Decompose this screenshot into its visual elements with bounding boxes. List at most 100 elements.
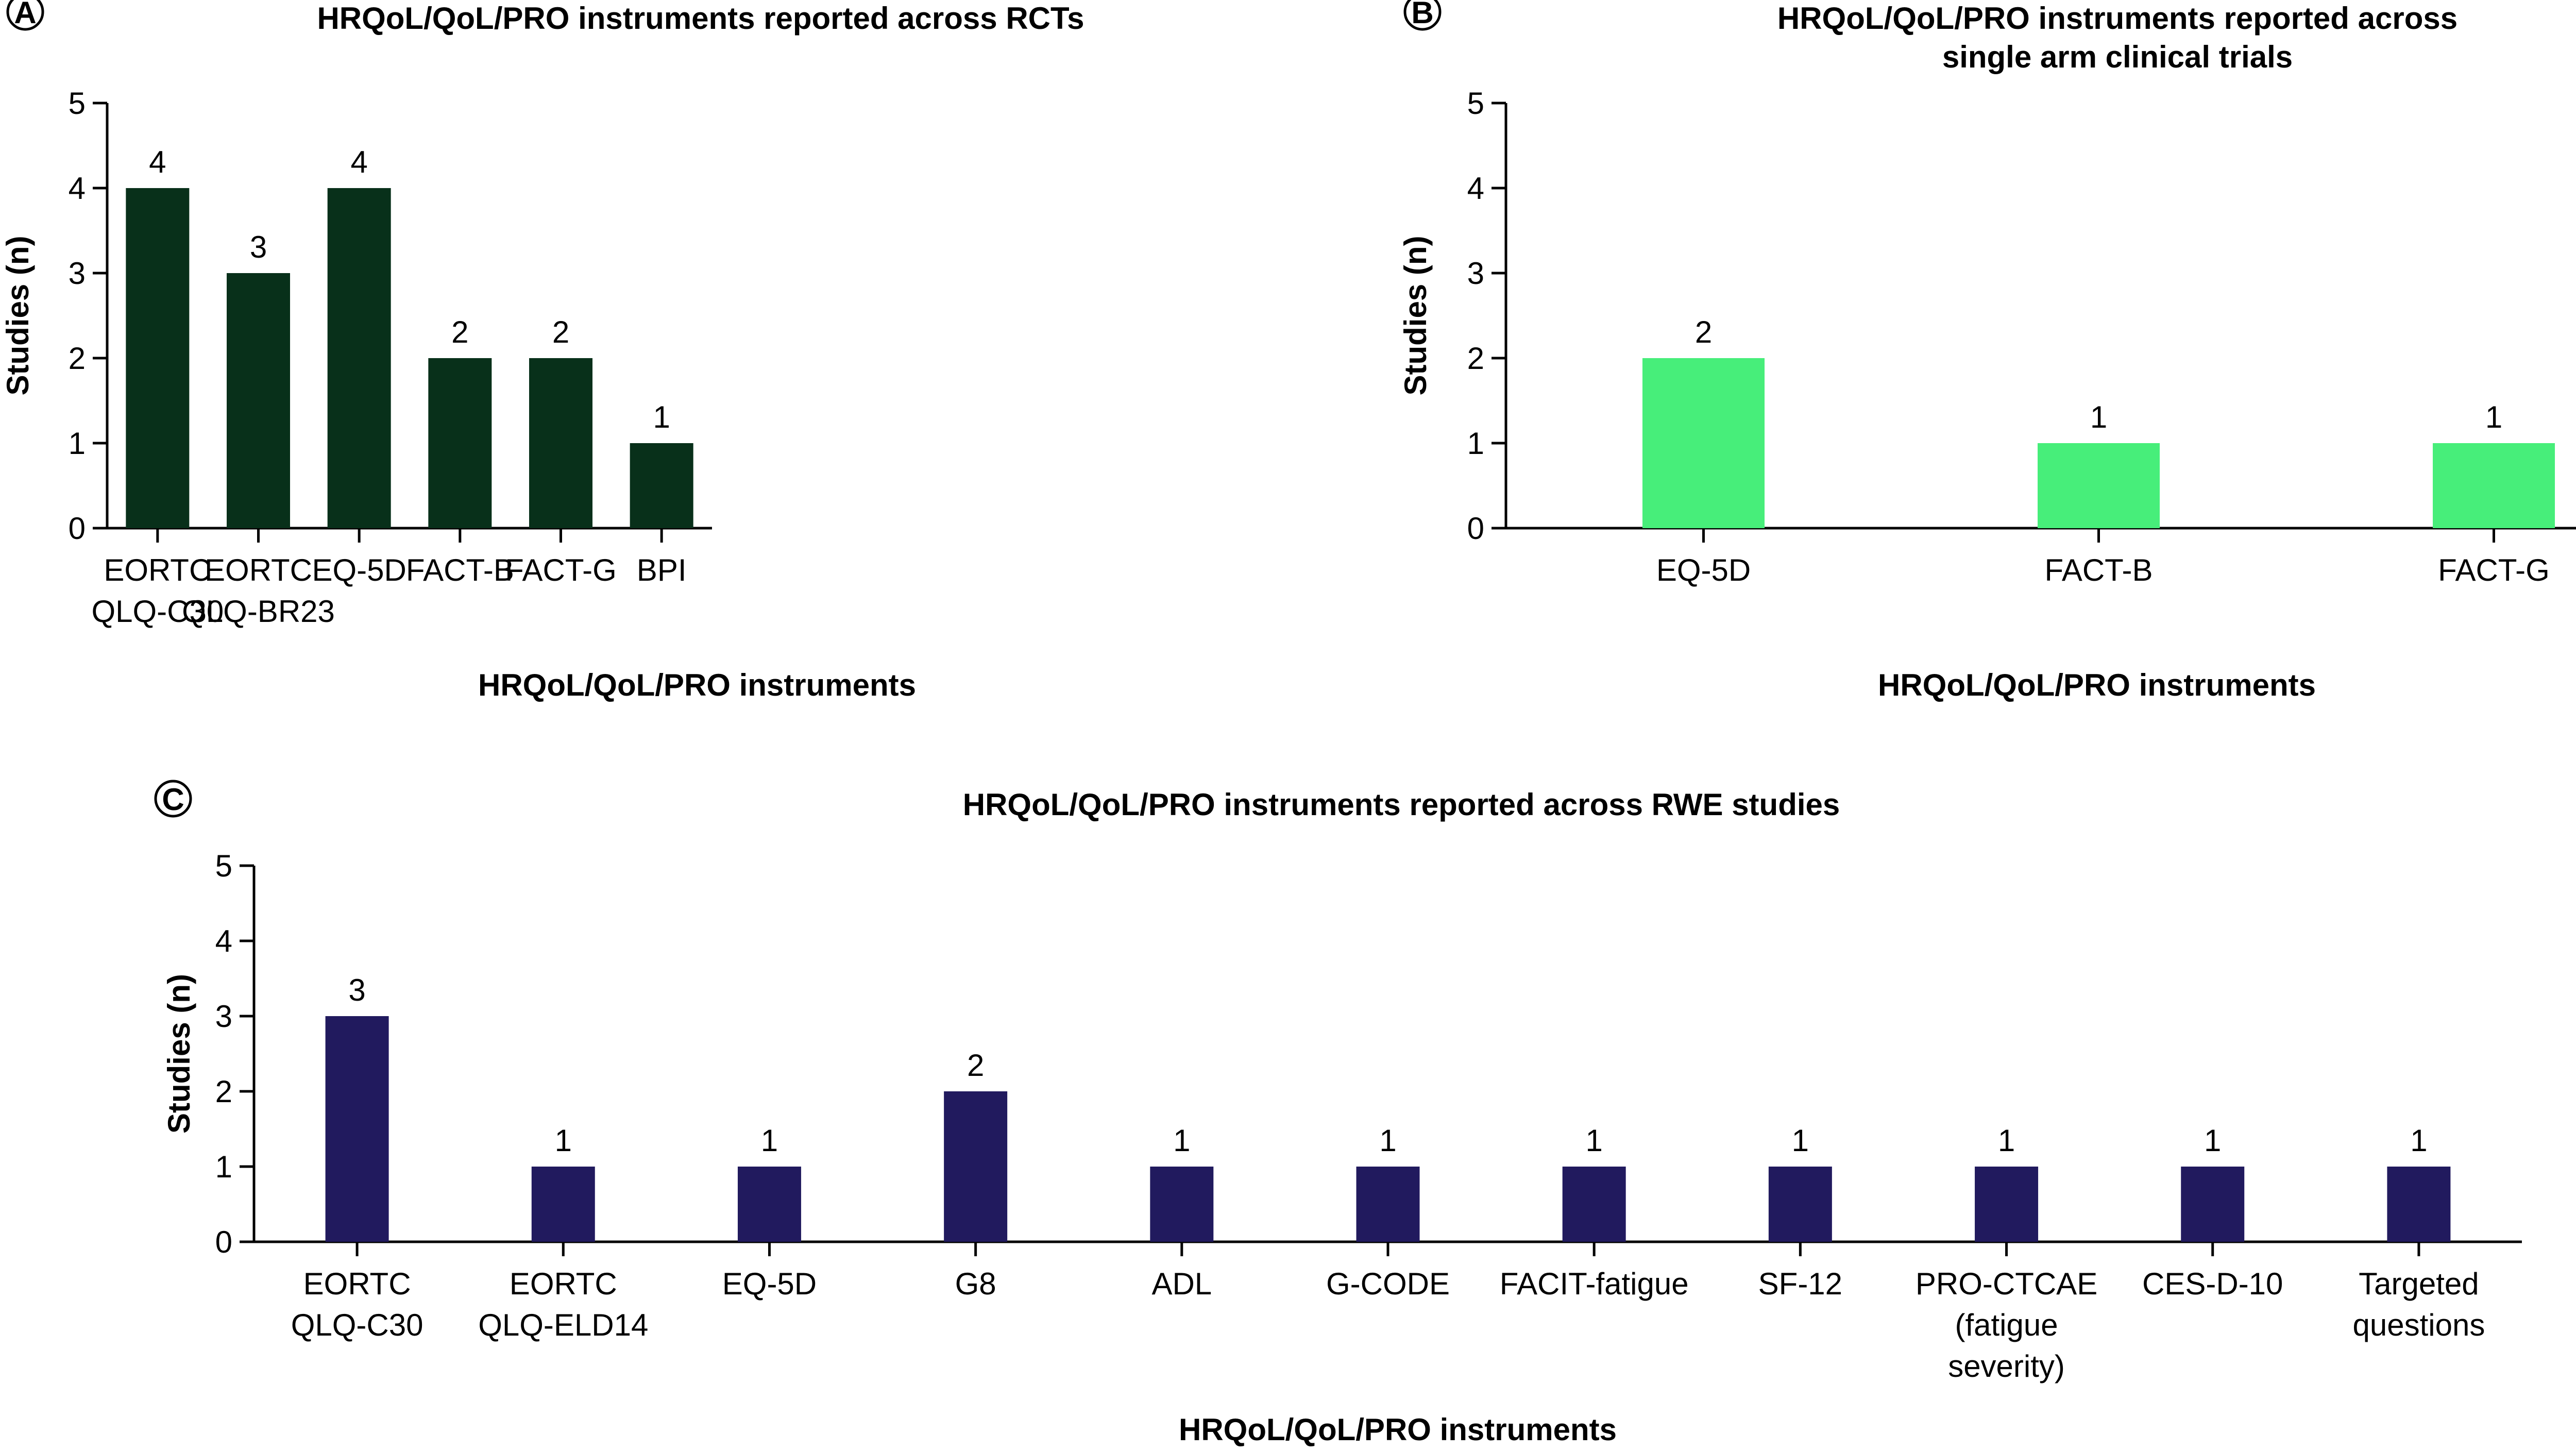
x-axis-title: HRQoL/QoL/PRO instruments — [1179, 1412, 1617, 1447]
panel-letter: B — [1411, 0, 1433, 30]
x-tick-label: Targeted — [2359, 1267, 2479, 1301]
x-tick-label: questions — [2352, 1308, 2485, 1342]
y-tick-label: 3 — [1467, 256, 1484, 291]
bar — [1356, 1167, 1420, 1242]
panel-letter: A — [14, 0, 36, 30]
data-label: 4 — [350, 145, 367, 179]
bar — [529, 358, 592, 528]
x-tick-label: BPI — [637, 553, 687, 587]
x-tick-label: G8 — [955, 1267, 996, 1301]
y-tick-label: 0 — [1467, 511, 1484, 546]
bar — [325, 1016, 389, 1242]
y-tick-label: 5 — [69, 86, 86, 121]
bar — [531, 1167, 595, 1242]
data-label: 1 — [2090, 400, 2107, 434]
data-label: 4 — [149, 145, 166, 179]
x-tick-label: EORTC — [205, 553, 312, 587]
y-tick-label: 5 — [1467, 86, 1484, 121]
bar — [944, 1091, 1008, 1242]
chart-panel-a: HRQoL/QoL/PRO instruments reported acros… — [1, 0, 1084, 702]
x-tick-label: EQ-5D — [312, 553, 406, 587]
x-tick-label: QLQ-BR23 — [182, 594, 335, 629]
bar — [1975, 1167, 2039, 1242]
y-tick-label: 0 — [69, 511, 86, 546]
x-tick-label: ADL — [1151, 1267, 1212, 1301]
bar — [1562, 1167, 1626, 1242]
panel-letter-circle — [6, 0, 44, 31]
y-tick-label: 2 — [215, 1074, 232, 1109]
bar — [737, 1167, 801, 1242]
panel-letter-circle — [154, 780, 192, 818]
x-tick-label: PRO-CTCAE — [1916, 1267, 2097, 1301]
bar — [227, 273, 290, 528]
x-tick-label: SF-12 — [1758, 1267, 1842, 1301]
y-tick-label: 3 — [69, 256, 86, 291]
y-tick-label: 1 — [215, 1150, 232, 1184]
data-label: 3 — [348, 973, 365, 1007]
data-label: 1 — [761, 1123, 778, 1158]
y-tick-label: 3 — [215, 999, 232, 1034]
x-tick-label: FACIT-fatigue — [1500, 1267, 1689, 1301]
bar — [2181, 1167, 2245, 1242]
panel-letter-circle — [1403, 0, 1442, 31]
chart-title: HRQoL/QoL/PRO instruments reported acros… — [317, 1, 1084, 36]
bar — [1768, 1167, 1832, 1242]
y-tick-label: 2 — [69, 341, 86, 376]
x-tick-label: FACT-B — [2044, 553, 2153, 587]
x-tick-label: QLQ-ELD14 — [478, 1308, 648, 1342]
data-label: 1 — [653, 400, 670, 434]
x-tick-label: FACT-G — [505, 553, 617, 587]
x-tick-label: EQ-5D — [722, 1267, 817, 1301]
bar — [1642, 358, 1765, 528]
x-tick-label: EORTC — [104, 553, 211, 587]
bar — [428, 358, 492, 528]
y-tick-label: 0 — [215, 1225, 232, 1259]
data-label: 2 — [1695, 315, 1712, 349]
chart-title: single arm clinical trials — [1942, 40, 2293, 74]
x-tick-label: EORTC — [303, 1267, 411, 1301]
y-axis-title: Studies (n) — [162, 974, 196, 1134]
y-tick-label: 4 — [1467, 171, 1484, 206]
y-axis-title: Studies (n) — [1, 236, 35, 396]
panel-letter: C — [162, 782, 184, 817]
x-tick-label: (fatigue — [1955, 1308, 2058, 1342]
bar — [1150, 1167, 1214, 1242]
x-axis-title: HRQoL/QoL/PRO instruments — [478, 668, 916, 702]
x-tick-label: FACT-B — [406, 553, 514, 587]
x-tick-label: QLQ-C30 — [91, 594, 224, 629]
y-tick-label: 4 — [69, 171, 86, 206]
bar — [126, 188, 190, 528]
chart-panel-c: HRQoL/QoL/PRO instruments reported acros… — [154, 780, 2522, 1447]
x-tick-label: FACT-G — [2438, 553, 2550, 587]
data-label: 2 — [552, 315, 569, 349]
data-label: 1 — [1792, 1123, 1809, 1158]
x-tick-label: G-CODE — [1326, 1267, 1450, 1301]
bar — [2038, 443, 2160, 528]
data-label: 1 — [1998, 1123, 2015, 1158]
y-tick-label: 1 — [69, 426, 86, 461]
data-label: 2 — [967, 1048, 984, 1083]
data-label: 1 — [2485, 400, 2502, 434]
data-label: 1 — [2410, 1123, 2427, 1158]
y-tick-label: 4 — [215, 924, 232, 958]
x-tick-label: severity) — [1948, 1349, 2065, 1383]
y-tick-label: 2 — [1467, 341, 1484, 376]
y-axis-title: Studies (n) — [1398, 236, 1433, 396]
x-tick-label: EORTC — [510, 1267, 617, 1301]
y-tick-label: 5 — [215, 849, 232, 883]
bar — [327, 188, 391, 528]
chart-title: HRQoL/QoL/PRO instruments reported acros… — [963, 787, 1840, 822]
data-label: 1 — [1173, 1123, 1190, 1158]
chart-title: HRQoL/QoL/PRO instruments reported acros… — [1777, 1, 2458, 36]
data-label: 2 — [451, 315, 468, 349]
bar — [2433, 443, 2555, 528]
data-label: 3 — [250, 230, 267, 264]
data-label: 1 — [1379, 1123, 1396, 1158]
data-label: 1 — [555, 1123, 572, 1158]
x-tick-label: QLQ-C30 — [291, 1308, 423, 1342]
y-tick-label: 1 — [1467, 426, 1484, 461]
data-label: 1 — [2204, 1123, 2221, 1158]
x-tick-label: CES-D-10 — [2142, 1267, 2283, 1301]
data-label: 1 — [1585, 1123, 1602, 1158]
